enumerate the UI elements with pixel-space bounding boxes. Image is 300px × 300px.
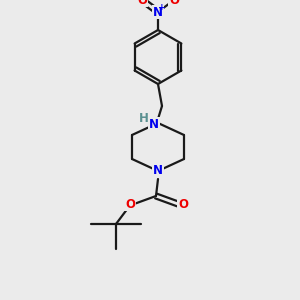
Text: H: H (139, 112, 149, 124)
Text: +: + (158, 2, 166, 11)
Text: N: N (149, 118, 159, 130)
Text: O: O (169, 0, 179, 7)
Text: O: O (178, 197, 188, 211)
Text: O: O (137, 0, 147, 7)
Text: N: N (153, 5, 163, 19)
Text: O: O (125, 197, 135, 211)
Text: N: N (153, 164, 163, 178)
